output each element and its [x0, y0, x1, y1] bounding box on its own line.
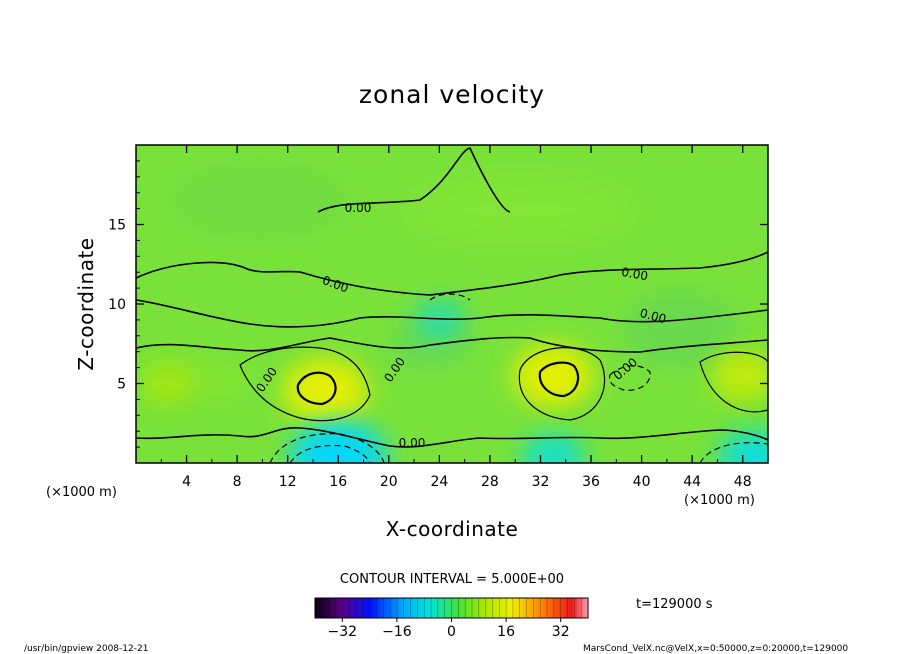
x-unit-right: (×1000 m) [684, 493, 755, 508]
x-tick-label: 48 [734, 474, 752, 490]
negative-contours [269, 293, 768, 463]
y-tick-label: 10 [108, 297, 126, 313]
field-feature-core-8 [427, 310, 452, 330]
colorbar-stripes [321, 598, 582, 618]
field-feature-core-4 [156, 374, 179, 393]
x-axis-title: X-coordinate [386, 517, 519, 541]
contour-interval: CONTOUR INTERVAL = 5.000E+00 [340, 572, 564, 587]
plot-area [136, 145, 768, 463]
x-tick-label: 40 [633, 474, 651, 490]
x-tick-label: 28 [481, 474, 499, 490]
contour-label: 0.00 [638, 306, 667, 326]
field-feature-core-7 [738, 444, 768, 463]
y-tick-label: 15 [108, 218, 126, 234]
footer-left: /usr/bin/gpview 2008-12-21 [24, 644, 148, 654]
field-feature-core-2 [535, 361, 571, 390]
x-tick-label: 20 [380, 474, 398, 490]
x-tick-label: 44 [683, 474, 701, 490]
contour-label: 0.00 [345, 201, 372, 215]
contour-label: 0.00 [399, 436, 426, 450]
colorbar-tick-label: 16 [497, 624, 515, 640]
contour-label: 0.00 [620, 265, 649, 283]
x-tick-label: 16 [329, 474, 347, 490]
field-feature-core-3 [728, 364, 757, 387]
x-tick-label: 8 [233, 474, 242, 490]
field-feature-core-6 [539, 446, 567, 463]
x-tick-label: 4 [182, 474, 191, 490]
y-tick-label: 5 [117, 377, 126, 393]
x-tick-label: 12 [279, 474, 297, 490]
colorbar: −32 −16 0 16 32 [314, 597, 589, 640]
contour-lines [136, 147, 768, 448]
chart-title: zonal velocity [359, 80, 545, 109]
colorbar-tick-label: −16 [382, 624, 412, 640]
footer-right: MarsCond_VelX.nc@VelX,x=0:50000,z=0:2000… [583, 644, 848, 654]
field-feature-core-5 [317, 441, 360, 463]
x-tick-label: 36 [582, 474, 600, 490]
colorbar-tick-label: 0 [447, 624, 456, 640]
time-label: t=129000 s [636, 597, 713, 612]
x-tick-label: 32 [532, 474, 550, 490]
x-unit-left: (×1000 m) [46, 485, 117, 500]
colorbar-tick-label: −32 [328, 624, 358, 640]
x-tick-label: 24 [430, 474, 448, 490]
y-axis-title: Z-coordinate [74, 237, 98, 370]
colorbar-tick-label: 32 [552, 624, 570, 640]
colorbar-ticks: −32 −16 0 16 32 [328, 618, 570, 640]
